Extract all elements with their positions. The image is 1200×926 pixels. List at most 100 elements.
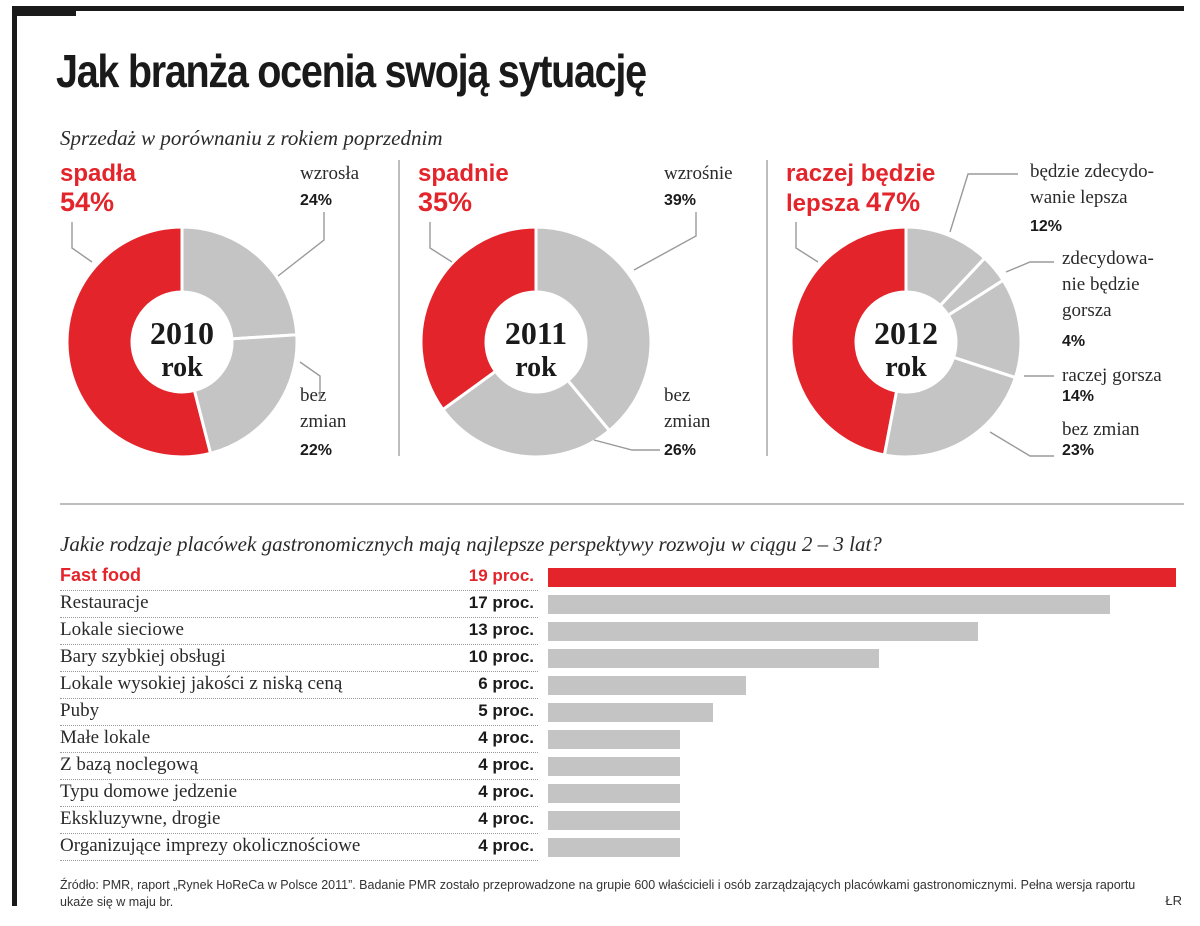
donut-2010-highlight-value: 54% — [60, 187, 115, 217]
bar-category-label: Lokale sieciowe — [60, 619, 184, 640]
leader-line-10 — [989, 431, 1054, 457]
frame-left-rule — [12, 6, 17, 906]
donut-2012-label-zdec-lepsza-line1: będzie zdecydo- — [1030, 161, 1154, 182]
bar — [548, 838, 681, 857]
donut-2010-highlight-label: spadła — [60, 160, 137, 187]
bar-row-leader — [60, 725, 538, 726]
donut-2011-slice-1 — [534, 225, 653, 433]
donut-2011-slice-2 — [440, 369, 612, 459]
donut-2010-value-bez: 22% — [300, 442, 333, 459]
author-credit: ŁR — [1165, 893, 1182, 908]
bar-category-label: Organizujące imprezy okolicznościowe — [60, 835, 361, 856]
leader-line-2 — [299, 361, 321, 400]
bar-category-label: Typu domowe jedzenie — [60, 781, 238, 802]
leader-line-1 — [277, 212, 325, 277]
bar-value-label: 19 proc. — [468, 566, 534, 585]
donut-2012-label-bez: bez zmian — [1062, 419, 1140, 440]
donut-2012-slice-4 — [882, 355, 1018, 459]
bar-row: Typu domowe jedzenie 4 proc. — [60, 780, 1184, 807]
bar-row-leader — [60, 806, 538, 807]
donut-2012-label-raczej-gorsza: raczej gorsza — [1062, 365, 1162, 386]
bar-row: Z bazą noclegową 4 proc. — [60, 753, 1184, 780]
bar-row: Lokale wysokiej jakości z niską ceną 6 pr… — [60, 672, 1184, 699]
bar-value-label: 4 proc. — [478, 809, 534, 828]
bar-value-label: 4 proc. — [478, 836, 534, 855]
donut-2012-label-zdec-lepsza-line2: wanie lepsza — [1030, 187, 1128, 208]
bar — [548, 703, 714, 722]
bar-row: Puby 5 proc. — [60, 699, 1184, 726]
donut-2010-label-wzrosla: wzrosła — [300, 163, 360, 184]
donut-2011-value-wzrosnie: 39% — [664, 192, 697, 209]
bar — [548, 595, 1110, 614]
bar-value-label: 6 proc. — [478, 674, 534, 693]
leader-line-8 — [1005, 261, 1054, 273]
bar-value-label: 13 proc. — [468, 620, 534, 639]
bar — [548, 568, 1176, 587]
bars-subtitle: Jakie rodzaje placówek gastronomicznych … — [60, 532, 882, 556]
bar-value-label: 4 proc. — [478, 728, 534, 747]
donut-2012-label-zdec-gorsza-line3: gorsza — [1062, 300, 1112, 321]
bar-value-label: 4 proc. — [478, 755, 534, 774]
donut-2012-label-zdec-gorsza-line2: nie będzie — [1062, 274, 1140, 295]
bar-value-label: 5 proc. — [478, 701, 534, 720]
bar-category-label: Restauracje — [60, 592, 149, 613]
donut-2010-slice-2 — [192, 333, 299, 456]
frame-top-rule — [12, 6, 1184, 11]
bar-category-label: Z bazą noclegową — [60, 754, 199, 775]
bar — [548, 622, 978, 641]
donut-2012-value-raczej-gorsza: 14% — [1062, 388, 1095, 405]
donut-2012-value-zdec-lepsza: 12% — [1030, 218, 1063, 235]
bar-row-leader — [60, 590, 538, 591]
donut-2012-highlight-value: 47% — [866, 187, 921, 217]
donut-2011-highlight-label: spadnie — [418, 160, 509, 187]
page-title: Jak branża ocenia swoją sytuację — [56, 45, 647, 97]
donut-2010-value-wzrosla: 24% — [300, 192, 333, 209]
bar-row: Ekskluzywne, drogie 4 proc. — [60, 807, 1184, 834]
donut-2011-center-word: rok — [515, 352, 557, 383]
leader-line-7 — [949, 173, 1018, 233]
bar-category-label: Fast food — [60, 565, 141, 585]
donut-2012-label-zdec-gorsza-line1: zdecydowa- — [1062, 248, 1154, 269]
donut-2012-highlight-label-line2-wrap: lepsza 47% — [786, 188, 920, 218]
donut-2010-center-word: rok — [161, 352, 203, 383]
donut-2010-label-bez-line2: zmian — [300, 411, 347, 432]
donut-2012-slice-0 — [789, 225, 908, 457]
bar-category-label: Puby — [60, 700, 100, 721]
bar-row: Małe lokale 4 proc. — [60, 726, 1184, 753]
bar — [548, 811, 681, 830]
bar — [548, 757, 681, 776]
donut-2012-value-zdec-gorsza: 4% — [1062, 333, 1086, 350]
donut-2012-center-word: rok — [885, 352, 927, 383]
donuts-subtitle: Sprzedaż w porównaniu z rokiem poprzedni… — [60, 126, 443, 150]
bar-row-leader — [60, 698, 538, 699]
donut-2011-highlight-value: 35% — [418, 187, 473, 217]
frame-corner-notch — [12, 6, 76, 16]
bar-row-leader — [60, 671, 538, 672]
bar — [548, 676, 747, 695]
bar-row-leader — [60, 779, 538, 780]
bar-value-label: 10 proc. — [468, 647, 534, 666]
leader-line-5 — [593, 439, 660, 451]
bar-row: Organizujące imprezy okolicznościowe 4 pr… — [60, 834, 1184, 861]
donut-2011-slice-0 — [419, 225, 538, 412]
bar-row: Restauracje 17 proc. — [60, 591, 1184, 618]
donut-2011-label-bez-line1: bez — [664, 385, 691, 406]
bar-row: Fast food 19 proc. — [60, 564, 1184, 591]
donut-2010-center-year: 2010 — [150, 315, 214, 351]
bar-value-label: 4 proc. — [478, 782, 534, 801]
bar-row-leader — [60, 617, 538, 618]
bar — [548, 730, 681, 749]
donut-2010-slice-1 — [180, 225, 299, 341]
donut-2012-highlight-label-line1: raczej będzie — [786, 160, 936, 187]
column-divider-1 — [398, 160, 400, 456]
donut-2010-slice-0 — [65, 225, 213, 459]
donut-2011-label-wzrosnie: wzrośnie — [664, 163, 733, 184]
bar-row: Lokale sieciowe 13 proc. — [60, 618, 1184, 645]
bar-value-label: 17 proc. — [468, 593, 534, 612]
source-note: Źródło: PMR, raport „Rynek HoReCa w Pols… — [60, 878, 1136, 909]
bar-category-label: Małe lokale — [60, 727, 151, 748]
bar-row-leader — [60, 644, 538, 645]
bar-row-leader — [60, 752, 538, 753]
donut-2011-label-bez-line2: zmian — [664, 411, 711, 432]
